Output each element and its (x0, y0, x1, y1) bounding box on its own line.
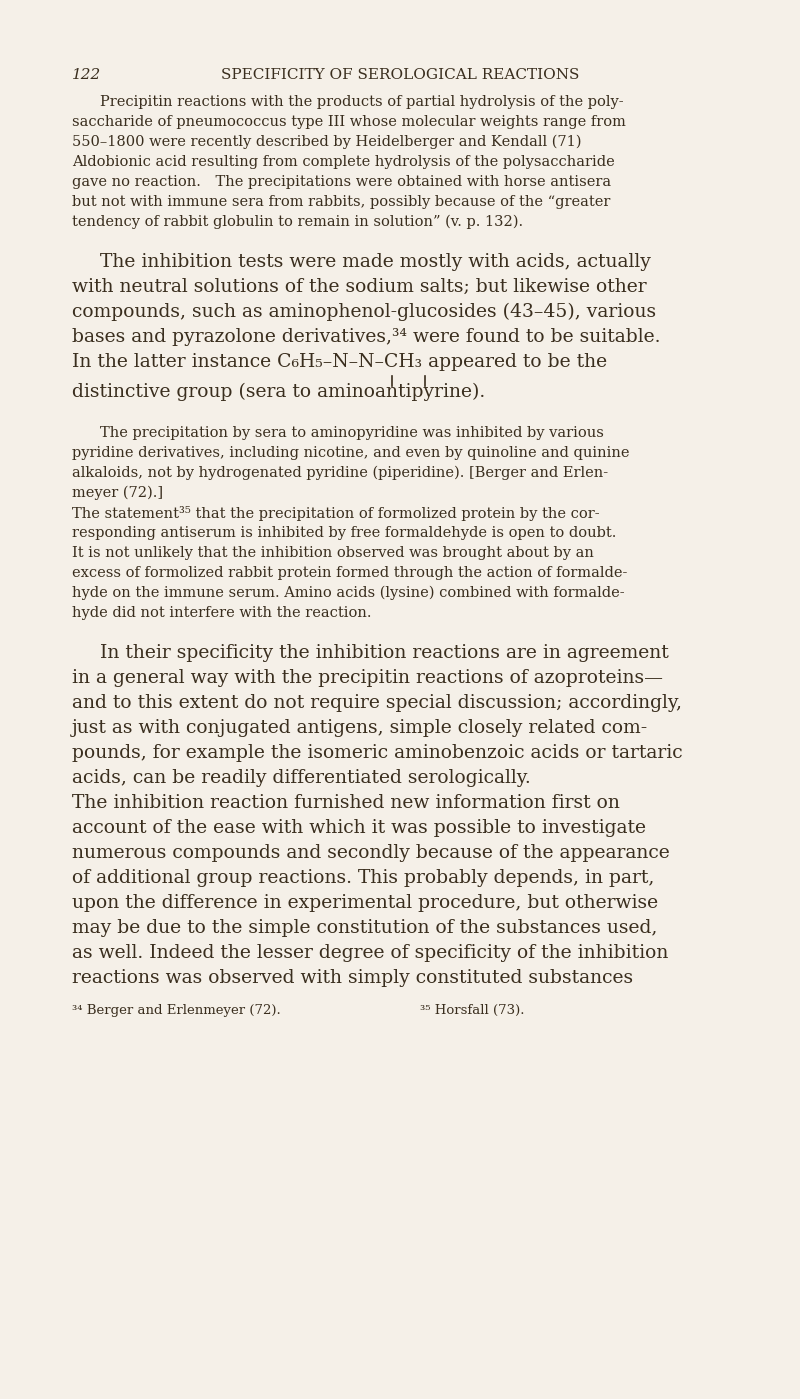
Text: gave no reaction. The precipitations were obtained with horse antisera: gave no reaction. The precipitations wer… (72, 175, 611, 189)
Text: saccharide of pneumococcus type III whose molecular weights range from: saccharide of pneumococcus type III whos… (72, 115, 626, 129)
Text: account of the ease with which it was possible to investigate: account of the ease with which it was po… (72, 818, 646, 837)
Text: upon the difference in experimental procedure, but otherwise: upon the difference in experimental proc… (72, 894, 658, 912)
Text: The precipitation by sera to aminopyridine was inhibited by various: The precipitation by sera to aminopyridi… (100, 427, 604, 441)
Text: reactions was observed with simply constituted substances: reactions was observed with simply const… (72, 970, 633, 988)
Text: Precipitin reactions with the products of partial hydrolysis of the poly-: Precipitin reactions with the products o… (100, 95, 624, 109)
Text: distinctive group (sera to aminoantipyrine).: distinctive group (sera to aminoantipyri… (72, 383, 486, 402)
Text: alkaloids, not by hydrogenated pyridine (piperidine). [Berger and Erlen-: alkaloids, not by hydrogenated pyridine … (72, 466, 608, 480)
Text: hyde on the immune serum. Amino acids (lysine) combined with formalde-: hyde on the immune serum. Amino acids (l… (72, 586, 625, 600)
Text: with neutral solutions of the sodium salts; but likewise other: with neutral solutions of the sodium sal… (72, 278, 646, 297)
Text: The inhibition tests were made mostly with acids, actually: The inhibition tests were made mostly wi… (100, 253, 651, 271)
Text: tendency of rabbit globulin to remain in solution” (v. p. 132).: tendency of rabbit globulin to remain in… (72, 215, 523, 229)
Text: in a general way with the precipitin reactions of azoproteins—: in a general way with the precipitin rea… (72, 669, 663, 687)
Text: pyridine derivatives, including nicotine, and even by quinoline and quinine: pyridine derivatives, including nicotine… (72, 446, 630, 460)
Text: ³⁵ Horsfall (73).: ³⁵ Horsfall (73). (420, 1004, 525, 1017)
Text: hyde did not interfere with the reaction.: hyde did not interfere with the reaction… (72, 606, 371, 620)
Text: but not with immune sera from rabbits, possibly because of the “greater: but not with immune sera from rabbits, p… (72, 194, 610, 208)
Text: 122: 122 (72, 69, 102, 83)
Text: as well. Indeed the lesser degree of specificity of the inhibition: as well. Indeed the lesser degree of spe… (72, 944, 668, 963)
Text: bases and pyrazolone derivatives,³⁴ were found to be suitable.: bases and pyrazolone derivatives,³⁴ were… (72, 327, 661, 346)
Text: numerous compounds and secondly because of the appearance: numerous compounds and secondly because … (72, 844, 670, 862)
Text: In their specificity the inhibition reactions are in agreement: In their specificity the inhibition reac… (100, 644, 669, 662)
Text: excess of formolized rabbit protein formed through the action of formalde-: excess of formolized rabbit protein form… (72, 567, 627, 581)
Text: The statement³⁵ that the precipitation of formolized protein by the cor-: The statement³⁵ that the precipitation o… (72, 506, 600, 520)
Text: compounds, such as aminophenol-glucosides (43–45), various: compounds, such as aminophenol-glucoside… (72, 304, 656, 322)
Text: It is not unlikely that the inhibition observed was brought about by an: It is not unlikely that the inhibition o… (72, 546, 594, 560)
Text: may be due to the simple constitution of the substances used,: may be due to the simple constitution of… (72, 919, 658, 937)
Text: SPECIFICITY OF SEROLOGICAL REACTIONS: SPECIFICITY OF SEROLOGICAL REACTIONS (221, 69, 579, 83)
Text: and to this extent do not require special discussion; accordingly,: and to this extent do not require specia… (72, 694, 682, 712)
Text: ³⁴ Berger and Erlenmeyer (72).: ³⁴ Berger and Erlenmeyer (72). (72, 1004, 281, 1017)
Text: just as with conjugated antigens, simple closely related com-: just as with conjugated antigens, simple… (72, 719, 648, 737)
Text: The inhibition reaction furnished new information first on: The inhibition reaction furnished new in… (72, 795, 620, 811)
Text: 550–1800 were recently described by Heidelberger and Kendall (71): 550–1800 were recently described by Heid… (72, 134, 582, 150)
Text: acids, can be readily differentiated serologically.: acids, can be readily differentiated ser… (72, 769, 530, 788)
Text: In the latter instance C₆H₅–N–N–CH₃ appeared to be the: In the latter instance C₆H₅–N–N–CH₃ appe… (72, 353, 607, 371)
Text: of additional group reactions. This probably depends, in part,: of additional group reactions. This prob… (72, 869, 654, 887)
Text: pounds, for example the isomeric aminobenzoic acids or tartaric: pounds, for example the isomeric aminobe… (72, 744, 682, 762)
Text: Aldobionic acid resulting from complete hydrolysis of the polysaccharide: Aldobionic acid resulting from complete … (72, 155, 614, 169)
Text: responding antiserum is inhibited by free formaldehyde is open to doubt.: responding antiserum is inhibited by fre… (72, 526, 616, 540)
Text: meyer (72).]: meyer (72).] (72, 485, 163, 501)
